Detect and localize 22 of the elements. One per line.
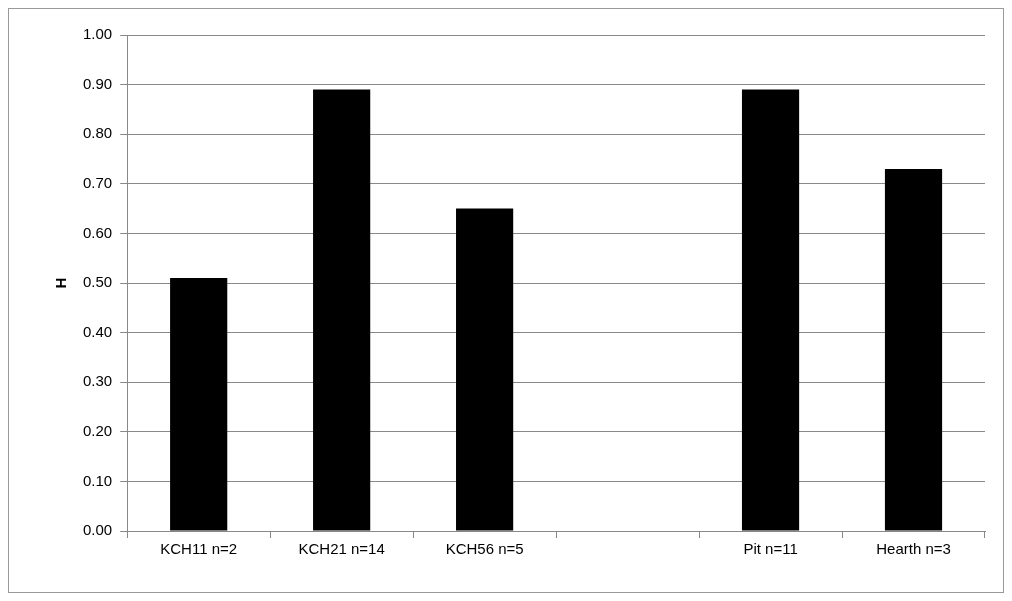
bar [313, 89, 371, 531]
x-tick-label: KCH21 n=14 [298, 540, 385, 558]
y-tick-label: 0.10 [82, 471, 113, 489]
y-tick-label: 0.90 [82, 74, 113, 92]
x-tick-label: KCH11 n=2 [160, 540, 238, 558]
y-tick-label: 0.20 [82, 421, 113, 439]
y-tick-label: 0.40 [82, 322, 113, 340]
x-tick-label: KCH56 n=5 [445, 540, 524, 558]
bar [456, 208, 514, 531]
x-tick-label: Pit n=11 [743, 540, 798, 558]
y-tick-label: 0.30 [82, 372, 113, 390]
y-tick-label: 0.50 [82, 273, 113, 291]
y-tick-label: 0.70 [82, 173, 113, 191]
y-tick-label: 0.60 [82, 223, 113, 241]
y-tick-label: 0.80 [82, 124, 113, 142]
y-tick-label: 0.00 [82, 521, 113, 539]
x-tick-label: Hearth n=3 [876, 540, 951, 558]
bar [884, 168, 943, 531]
bar [170, 278, 228, 531]
y-axis-title: H [52, 277, 70, 289]
bar [741, 89, 800, 531]
y-tick-label: 1.00 [82, 25, 113, 43]
